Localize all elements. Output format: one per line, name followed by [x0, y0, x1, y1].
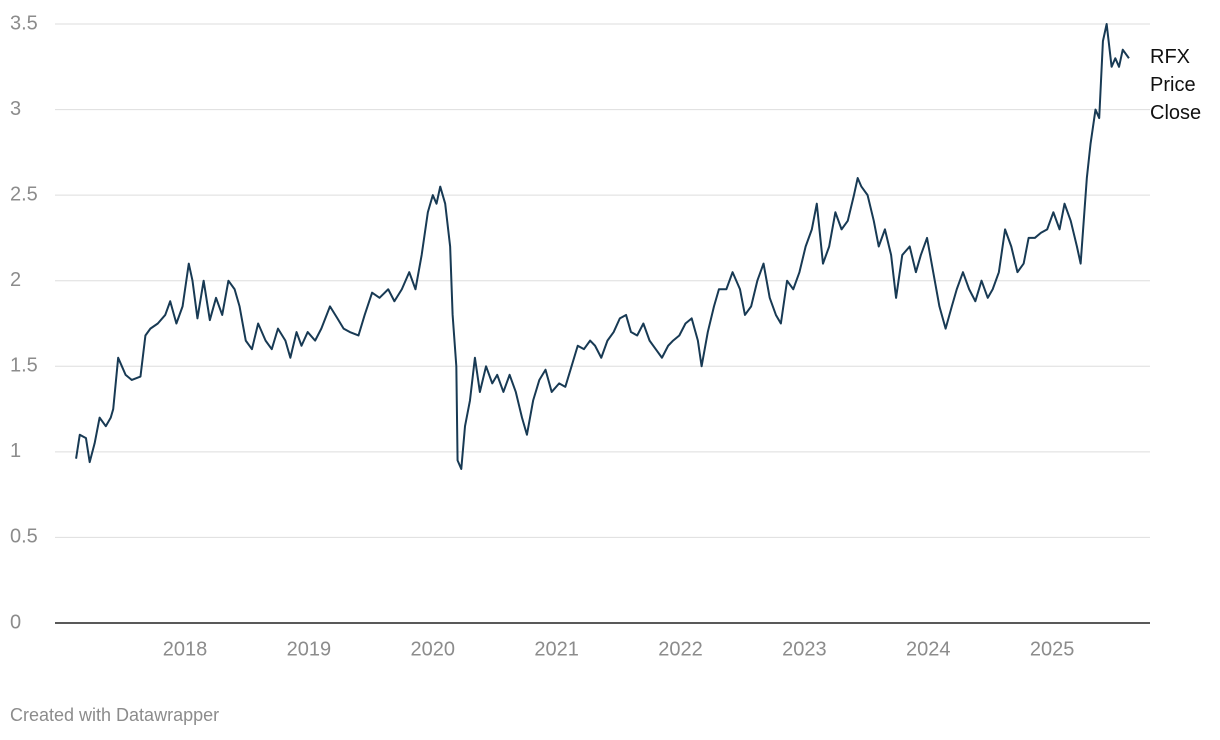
y-tick-label: 2: [10, 269, 21, 291]
y-tick-label: 1: [10, 440, 21, 462]
x-tick-label: 2018: [163, 638, 208, 660]
y-tick-label: 0: [10, 611, 21, 633]
x-tick-label: 2020: [411, 638, 456, 660]
y-tick-label: 2.5: [10, 183, 38, 205]
footer: Created with Datawrapper: [10, 705, 219, 725]
x-tick-label: 2024: [906, 638, 951, 660]
x-tick-label: 2021: [534, 638, 579, 660]
x-tick-label: 2022: [658, 638, 703, 660]
series-label: RFX Price Close: [1150, 46, 1201, 124]
x-tick-label: 2023: [782, 638, 827, 660]
x-tick-label: 2025: [1030, 638, 1075, 660]
series-label-line: RFX: [1150, 46, 1190, 68]
y-tick-label: 3.5: [10, 12, 38, 34]
plot: RFX Price Close: [75, 23, 1201, 470]
series-label-line: Close: [1150, 102, 1201, 124]
y-tick-label: 0.5: [10, 526, 38, 548]
x-tick-label: 2019: [287, 638, 332, 660]
series-label-line: Price: [1150, 74, 1196, 96]
y-tick-label: 3: [10, 98, 21, 120]
price-line: [75, 23, 1130, 470]
y-tick-label: 1.5: [10, 355, 38, 377]
grid: 0 0.5 1 1.5 2 2.5 3 3.5 2018 2019 2020 2021 2022 2023…: [10, 12, 1150, 660]
